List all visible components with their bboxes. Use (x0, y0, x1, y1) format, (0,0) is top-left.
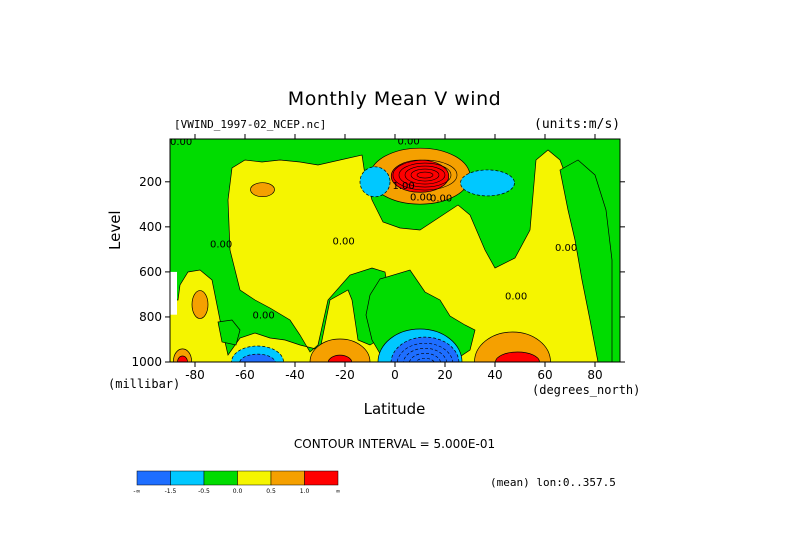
y-tick-label: 400 (139, 220, 162, 234)
source-file-label: [VWIND_1997-02_NCEP.nc] (174, 118, 327, 131)
contour-label: 0.00 (333, 236, 355, 247)
x-tick-label: -40 (285, 368, 305, 382)
legend-swatch (203, 470, 238, 486)
x-axis-label: Latitude (363, 400, 426, 418)
upper-max-contour-1 (398, 162, 452, 188)
legend-swatch (237, 470, 272, 486)
upper-min-north (460, 169, 515, 197)
mean-longitude-text: (mean) lon:0..357.5 (490, 476, 616, 489)
legend-tick-label: -0.5 (198, 488, 210, 495)
orange-blob-upper (250, 182, 275, 198)
legend-tick-label: 0.5 (266, 488, 276, 495)
x-tick-label: 80 (587, 368, 602, 382)
contour-label: 0.00 (253, 311, 275, 322)
upper-max-contour-3 (410, 168, 440, 182)
band-minus-half-to-zero-2 (559, 159, 613, 362)
legend-swatch (304, 470, 339, 486)
contour-label: 0.00 (505, 292, 527, 303)
contour-interval-text: CONTOUR INTERVAL = 5.000E-01 (293, 437, 496, 451)
band-minus-half-to-zero-3 (217, 319, 241, 346)
low-min-contour-3 (415, 357, 435, 362)
low-min-contour-0 (396, 342, 454, 362)
contour-label: 0.00 (410, 192, 432, 203)
surface-max-north-red (495, 351, 540, 362)
x-tick-label: -60 (235, 368, 255, 382)
upper-max-contour-0 (392, 159, 458, 191)
legend-tick-label: 0.0 (233, 488, 243, 495)
orange-blob-south-polar (191, 290, 209, 319)
contour-label: 1.00 (393, 181, 415, 192)
legend-tick-label: -∞ (133, 488, 140, 495)
x-tick-label: 60 (537, 368, 552, 382)
y-tick-label: 1000 (131, 355, 162, 369)
contour-label: 0.00 (398, 137, 420, 148)
surface-max-south-orange (309, 338, 371, 362)
legend-tick-label: 1.0 (300, 488, 310, 495)
legend-swatch (270, 470, 305, 486)
legend-swatch (170, 470, 205, 486)
surface-min-south-blue (239, 353, 276, 362)
x-tick-label: -80 (185, 368, 205, 382)
upper-min-south (359, 166, 391, 198)
upper-max-contour-4 (416, 171, 434, 179)
units-label: (units:m/s) (534, 117, 621, 132)
legend-tick-label: -1.5 (165, 488, 177, 495)
band-minus-half-to-zero-0 (170, 139, 620, 362)
surface-max-polar-red (177, 355, 188, 362)
y-tick-label: 800 (139, 310, 162, 324)
low-min-blue (390, 336, 460, 362)
contour-label: 0.00 (210, 240, 232, 251)
y-axis-unit-label: (millibar) (108, 377, 181, 391)
y-tick-label: 200 (139, 175, 162, 189)
x-tick-label: 40 (487, 368, 502, 382)
x-tick-label: 20 (437, 368, 452, 382)
y-tick-label: 600 (139, 265, 162, 279)
contour-label: 0.00 (170, 137, 192, 148)
x-tick-label: 0 (391, 368, 399, 382)
upper-max-contour-2 (404, 165, 446, 185)
contour-label: 0.00 (430, 194, 452, 205)
surface-max-south-red (327, 354, 353, 362)
legend-tick-label: ∞ (336, 488, 341, 495)
x-axis-unit-label: (degrees_north) (532, 383, 641, 397)
chart-title: Monthly Mean V wind (287, 88, 502, 110)
x-tick-label: -20 (335, 368, 355, 382)
legend-swatch (136, 470, 171, 486)
missing-data-strip (170, 271, 177, 315)
contour-label: 0.00 (555, 243, 577, 254)
